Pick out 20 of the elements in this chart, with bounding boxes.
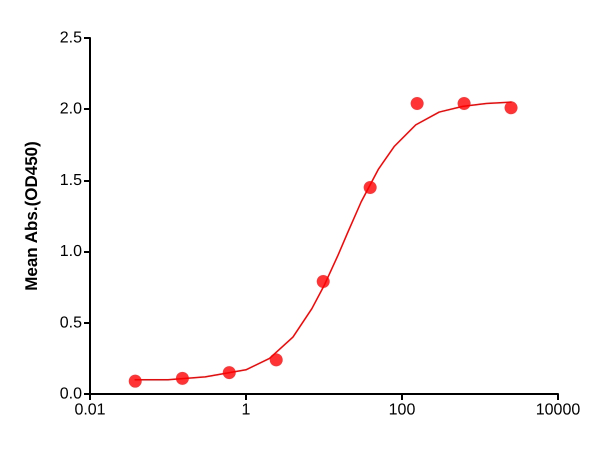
point — [128, 374, 142, 388]
point — [222, 366, 236, 380]
y-tick-label: 0.5 — [60, 314, 82, 332]
y-tick-label: 0.0 — [60, 386, 82, 402]
point — [176, 372, 189, 385]
x-tick-label: 100 — [388, 402, 416, 418]
y-tick-label: 2.5 — [60, 30, 82, 46]
y-tick-label: 1.0 — [60, 243, 82, 260]
y-axis-title: Mean Abs.(OD450) — [22, 141, 41, 291]
point — [504, 101, 518, 114]
point — [458, 97, 471, 110]
y-tick-label: 1.5 — [60, 172, 82, 189]
point — [364, 181, 377, 194]
point — [410, 97, 424, 110]
x-tick-label: 0.01 — [74, 402, 106, 418]
x-tick-label: 10000 — [536, 402, 580, 418]
point — [316, 275, 330, 288]
y-tick-label: 2.0 — [60, 100, 82, 118]
x-tick-label: 1 — [242, 402, 251, 418]
point — [270, 353, 283, 366]
